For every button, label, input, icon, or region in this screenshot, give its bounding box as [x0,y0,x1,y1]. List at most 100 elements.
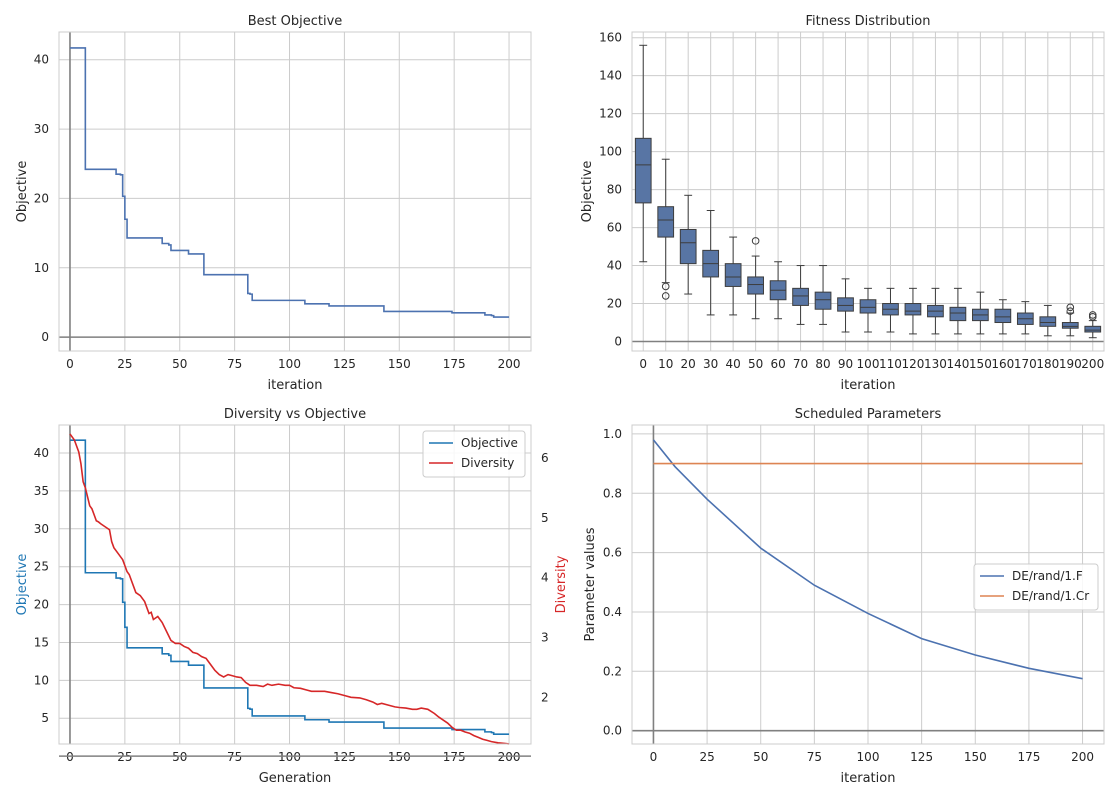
x-axis-label: iteration [841,771,896,786]
chart-fitness: 0 10 20 30 40 50 60 70 80 90 100 110 120 130 140 150 160… [580,14,1105,393]
axes-frame [58,31,532,352]
box-body [1039,316,1057,327]
chart-title: Scheduled Parameters [795,407,942,422]
y-tick-label: 40 [607,259,622,273]
x-tick-label: 150 [969,357,992,371]
box-110 [882,287,899,333]
y-tick-label: 10 [34,261,49,275]
y-tick-label: 120 [599,107,622,121]
y-axis-label: Objective [580,161,595,223]
x-tick-label: 40 [726,357,741,371]
outlier-point [661,292,670,300]
y-tick-label: 60 [607,221,622,235]
x-tick-label: 200 [498,750,521,764]
x-tick-label: 125 [333,357,356,371]
y-axis-label: Objective [15,554,30,616]
x-tick-label: 190 [1059,357,1082,371]
box-body [634,137,652,204]
x-tick-label: 75 [807,750,822,764]
x-tick-label: 75 [227,357,242,371]
box-100 [859,287,877,333]
y-tick-label: 10 [34,673,49,687]
y2-tick-label: 4 [541,571,549,585]
y2-tick-label: 5 [541,511,549,525]
y-tick-label: 0.6 [603,546,622,560]
x-tick-label: 75 [227,750,242,764]
box-170 [1016,301,1034,335]
series-de-rand-1-f [652,439,1083,680]
series-diversity [69,433,510,745]
axes-frame [58,424,532,745]
x-tick-label: 70 [793,357,808,371]
y-tick-label: 100 [599,145,622,159]
legend-label: Objective [461,436,518,450]
x-tick-label: 50 [753,750,768,764]
x-tick-label: 60 [770,357,785,371]
box-body [904,303,922,316]
outlier-point [661,282,670,291]
y-tick-label: 35 [34,484,49,498]
outlier-point [1066,307,1075,315]
x-tick-label: 25 [117,750,132,764]
box-40 [724,236,742,316]
outlier-point [1088,313,1097,321]
y-tick-label: 140 [599,69,622,83]
y2-axis-label: Diversity [554,555,569,613]
box-30 [702,209,720,316]
y-tick-label: 0 [614,335,622,349]
x-tick-label: 125 [333,750,356,764]
box-200 [1084,311,1102,339]
box-10 [657,158,675,300]
box-body [814,291,832,310]
y-tick-label: 1.0 [603,427,622,441]
box-body [792,287,809,306]
chart-diversity: 0 25 50 75 100 125 150 175 200 5 10 15 20 25 30 35 40 2 3 4… [15,407,569,786]
x-tick-label: 175 [443,357,466,371]
legend-box [973,563,1099,611]
y-tick-label: 20 [607,297,622,311]
x-tick-label: 125 [910,750,933,764]
legend: Objective Diversity [422,430,526,478]
x-tick-label: 150 [388,750,411,764]
x-tick-label: 0 [639,357,647,371]
x-tick-label: 80 [815,357,830,371]
x-tick-label: 0 [66,750,74,764]
x-tick-label: 150 [388,357,411,371]
box-body [679,228,697,265]
x-tick-label: 200 [1081,357,1104,371]
box-70 [792,265,809,325]
box-180 [1039,304,1057,337]
x-tick-label: 0 [650,750,658,764]
box-160 [994,299,1012,335]
box-60 [769,261,787,320]
y-tick-label: 0 [41,330,49,344]
y-tick-label: 30 [34,122,49,136]
legend: DE/rand/1.F DE/rand/1.Cr [973,563,1099,611]
box-body [994,308,1012,324]
y-axis-label: Parameter values [583,527,598,641]
box-150 [972,291,989,335]
box-140 [949,287,967,335]
x-tick-label: 110 [879,357,902,371]
box-130 [927,287,944,335]
y-tick-label: 80 [607,183,622,197]
legend-label: Diversity [461,456,514,470]
box-0 [634,44,652,263]
x-tick-label: 0 [66,357,74,371]
box-body [1061,322,1079,329]
x-tick-label: 200 [498,357,521,371]
outlier-point [1066,303,1075,312]
box-body [859,299,877,314]
series-best-objective [69,47,510,318]
x-tick-label: 175 [443,750,466,764]
box-body [1084,325,1102,333]
x-tick-label: 100 [857,357,880,371]
x-tick-label: 90 [838,357,853,371]
x-tick-label: 160 [991,357,1014,371]
chart-title: Diversity vs Objective [224,407,366,422]
x-axis-label: iteration [268,378,323,393]
x-tick-label: 170 [1014,357,1037,371]
chart-params: 0 25 50 75 100 125 150 175 200 0.0 0.2 0.4 0.6 0.8 1.0… [583,407,1105,786]
y-tick-label: 5 [41,711,49,725]
